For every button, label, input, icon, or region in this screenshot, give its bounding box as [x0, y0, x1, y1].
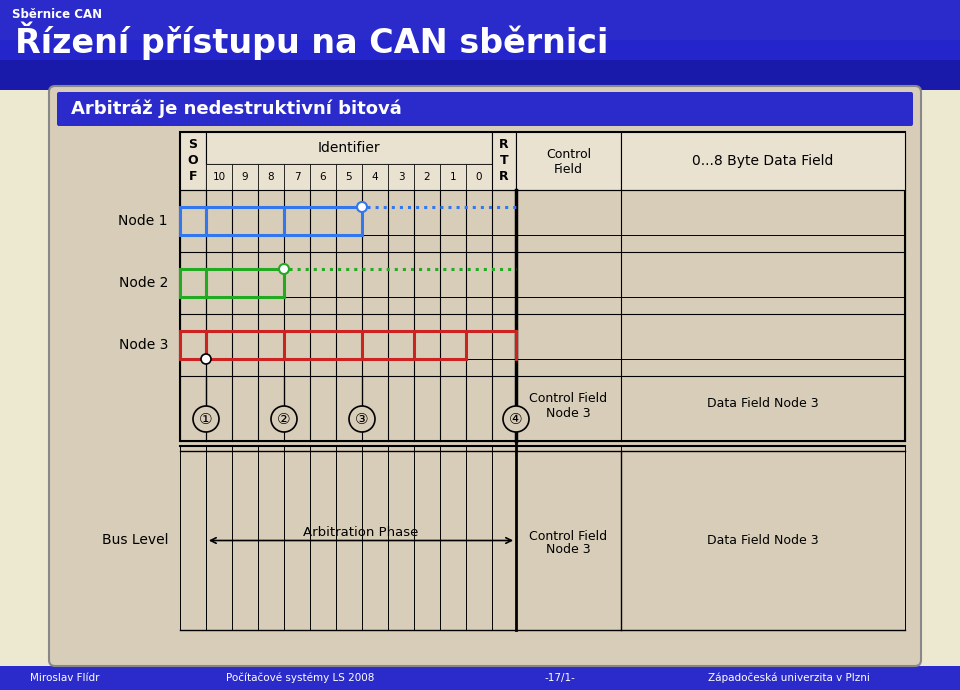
Bar: [440, 164, 466, 190]
Text: Arbitration Phase: Arbitration Phase: [303, 526, 419, 538]
Bar: [388, 164, 414, 190]
Text: -17/1-: -17/1-: [544, 673, 575, 683]
Bar: [180, 132, 905, 441]
Bar: [516, 132, 621, 190]
Text: ④: ④: [509, 411, 523, 426]
Text: 3: 3: [397, 172, 404, 182]
Bar: [0, 0, 960, 60]
Text: Control Field: Control Field: [529, 530, 608, 543]
Bar: [0, 666, 960, 690]
Bar: [414, 164, 440, 190]
Text: S: S: [188, 138, 198, 151]
Text: Node 1: Node 1: [118, 214, 168, 228]
Circle shape: [271, 406, 297, 432]
Text: 1: 1: [449, 172, 456, 182]
Text: 7: 7: [294, 172, 300, 182]
Circle shape: [349, 406, 375, 432]
Text: 5: 5: [346, 172, 352, 182]
Text: ③: ③: [355, 411, 369, 426]
Bar: [362, 164, 388, 190]
Bar: [180, 132, 206, 190]
Circle shape: [503, 406, 529, 432]
Text: Sběrnice CAN: Sběrnice CAN: [12, 8, 102, 21]
FancyBboxPatch shape: [57, 92, 913, 126]
Text: Node 3: Node 3: [546, 543, 590, 556]
Bar: [0, 0, 960, 40]
Text: 8: 8: [268, 172, 275, 182]
Bar: [284, 164, 310, 190]
Bar: [466, 164, 492, 190]
Bar: [336, 164, 362, 190]
Bar: [258, 164, 284, 190]
Circle shape: [357, 202, 367, 212]
Text: Node 3: Node 3: [546, 407, 590, 420]
Bar: [0, 0, 960, 90]
Text: Control: Control: [546, 148, 591, 161]
Text: 4: 4: [372, 172, 378, 182]
Text: Data Field Node 3: Data Field Node 3: [708, 534, 819, 547]
Text: Node 2: Node 2: [119, 276, 168, 290]
Text: 0: 0: [476, 172, 482, 182]
Text: Bus Level: Bus Level: [102, 533, 168, 547]
Text: Data Field Node 3: Data Field Node 3: [708, 397, 819, 410]
Text: Západočeská univerzita v Plzni: Západočeská univerzita v Plzni: [708, 673, 870, 683]
Bar: [206, 164, 232, 190]
Text: 0...8 Byte Data Field: 0...8 Byte Data Field: [692, 154, 833, 168]
Bar: [232, 164, 258, 190]
Text: ②: ②: [277, 411, 291, 426]
Text: R: R: [499, 170, 509, 183]
Bar: [492, 132, 516, 190]
Text: Control Field: Control Field: [529, 392, 608, 405]
Circle shape: [201, 354, 211, 364]
Circle shape: [193, 406, 219, 432]
Text: R: R: [499, 138, 509, 151]
FancyBboxPatch shape: [49, 86, 921, 666]
Text: T: T: [500, 154, 508, 167]
Text: O: O: [188, 154, 199, 167]
Text: Field: Field: [554, 164, 583, 176]
Text: ①: ①: [199, 411, 213, 426]
Text: Počítačové systémy LS 2008: Počítačové systémy LS 2008: [226, 673, 374, 683]
Text: 10: 10: [212, 172, 226, 182]
Bar: [310, 164, 336, 190]
Text: Arbitráž je nedestruktivní bitová: Arbitráž je nedestruktivní bitová: [71, 100, 401, 118]
Bar: [621, 132, 905, 190]
Text: 9: 9: [242, 172, 249, 182]
Text: 2: 2: [423, 172, 430, 182]
Text: Identifier: Identifier: [318, 141, 380, 155]
Text: Řízení přístupu na CAN sběrnici: Řízení přístupu na CAN sběrnici: [15, 22, 609, 61]
Text: F: F: [189, 170, 197, 183]
Text: Miroslav Flídr: Miroslav Flídr: [30, 673, 100, 683]
Text: Node 3: Node 3: [119, 338, 168, 352]
Text: 6: 6: [320, 172, 326, 182]
Circle shape: [279, 264, 289, 274]
Bar: [206, 132, 492, 164]
